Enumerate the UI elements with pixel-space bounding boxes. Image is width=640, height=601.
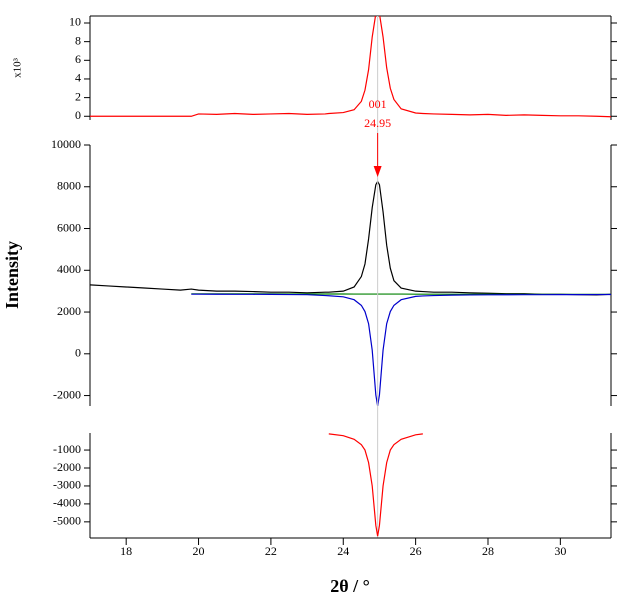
x-tick-label: 18 — [120, 544, 132, 558]
y-tick-label: 0 — [75, 346, 81, 360]
plot-area — [90, 16, 611, 118]
y-tick-label: -3000 — [53, 478, 81, 492]
y-tick-label: 6000 — [57, 220, 81, 234]
y-tick-label: -2000 — [53, 460, 81, 474]
x-tick-label: 20 — [193, 544, 205, 558]
x-axis-label: 2θ / ° — [330, 576, 370, 596]
x-tick-label: 22 — [265, 544, 277, 558]
y-tick-label: 8 — [75, 33, 81, 47]
y-tick-label: 4 — [75, 71, 81, 85]
y-tick-label: -4000 — [53, 496, 81, 510]
y-tick-label: 6 — [75, 52, 81, 66]
x-tick-label: 24 — [337, 544, 349, 558]
data-line — [90, 180, 611, 296]
y-tick-label: 2 — [75, 89, 81, 103]
plot-area — [328, 433, 423, 537]
data-line — [90, 16, 611, 118]
y-tick-label: 2000 — [57, 304, 81, 318]
y-tick-label: -5000 — [53, 514, 81, 528]
y-tick-label: 0 — [75, 108, 81, 122]
y-tick-label: 4000 — [57, 262, 81, 276]
y-tick-label: -2000 — [53, 387, 81, 401]
y-axis-label: Intensity — [2, 241, 22, 309]
x-tick-label: 30 — [554, 544, 566, 558]
y-tick-label: 8000 — [57, 179, 81, 193]
y-tick-label: -1000 — [53, 442, 81, 456]
data-line — [191, 293, 611, 406]
annotation-label: 001 — [369, 97, 387, 111]
y-axis-label: x10³ — [12, 57, 24, 78]
x-tick-label: 26 — [410, 544, 422, 558]
y-tick-label: 10 — [69, 15, 81, 29]
y-tick-label: 10000 — [51, 137, 81, 151]
plot-area — [90, 180, 611, 406]
x-tick-label: 28 — [482, 544, 494, 558]
annotation-arrowhead — [373, 166, 382, 177]
data-line — [328, 433, 423, 537]
annotation-value: 24.95 — [364, 116, 391, 130]
